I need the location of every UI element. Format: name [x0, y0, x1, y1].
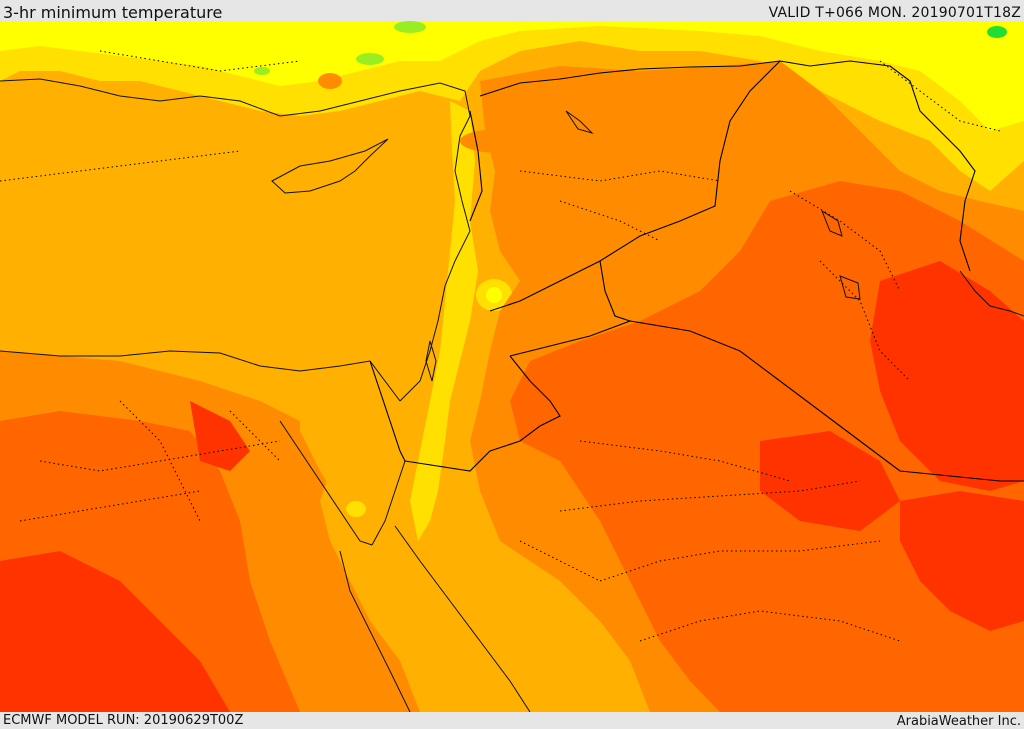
footer-bar: ECMWF MODEL RUN: 20190629T00Z ArabiaWeat… — [0, 712, 1024, 729]
turkey-syria-border — [479, 60, 781, 97]
levant-yellow-strip — [410, 101, 478, 541]
egypt-hottest-1 — [0, 551, 230, 712]
province-borders — [0, 50, 1001, 642]
hejaz-strip — [500, 541, 650, 712]
temperature-map — [0, 21, 1024, 712]
province-line-11 — [19, 490, 201, 522]
province-line-16 — [519, 540, 601, 582]
sinai-gulf-suez — [279, 420, 373, 546]
credit-label: ArabiaWeather Inc. — [896, 714, 1021, 729]
model-run-label: ECMWF MODEL RUN: 20190629T00Z — [3, 713, 244, 728]
map-title: 3-hr minimum temperature — [3, 3, 223, 22]
red-sea-west-coast — [339, 550, 411, 712]
lake-assad — [565, 110, 594, 135]
iraq-iran-border — [779, 60, 976, 272]
green-spot-2 — [356, 53, 384, 65]
cyprus-coast — [271, 138, 389, 194]
egypt-coast — [0, 350, 401, 402]
saudi-hot-strip — [760, 431, 900, 531]
sinai-region — [300, 401, 405, 541]
header-bar: 3-hr minimum temperature VALID T+066 MON… — [0, 0, 1024, 22]
coastlines — [0, 78, 1024, 712]
province-line-4 — [819, 260, 911, 382]
north-bright-yellow — [0, 21, 1024, 131]
gulf-aqaba — [371, 460, 406, 546]
med-warm-1 — [460, 129, 540, 153]
dead-sea — [425, 340, 437, 382]
lake-razazza — [839, 275, 861, 300]
egypt-israel-border — [369, 360, 406, 462]
green-spot-1 — [394, 21, 426, 33]
persian-gulf-coast — [959, 270, 1024, 317]
province-line-13 — [99, 50, 301, 72]
iraq-saudi-border — [629, 320, 1024, 482]
green-spot-4 — [254, 67, 270, 75]
turkey-coast — [0, 78, 471, 137]
province-line-8 — [639, 610, 901, 642]
syria-iraq-border — [489, 60, 781, 312]
lebanon-syria-border — [469, 110, 483, 222]
province-line-9 — [119, 400, 201, 522]
province-line-10 — [39, 440, 281, 472]
national-borders — [369, 60, 1024, 482]
iraq-hottest-core — [870, 261, 1024, 491]
red-sea-strip — [320, 471, 490, 712]
saudi-jordan-border — [404, 355, 561, 472]
sinai-cool-spot — [346, 501, 366, 517]
golan-cool-core — [486, 287, 502, 303]
lake-tharthar — [820, 209, 843, 237]
province-line-6 — [559, 480, 861, 512]
province-line-15 — [229, 410, 281, 462]
med-warm-2 — [318, 73, 342, 89]
green-spot-3 — [987, 26, 1007, 38]
valid-time-label: VALID T+066 MON. 20190701T18Z — [768, 5, 1021, 21]
province-line-7 — [599, 540, 881, 582]
province-line-3 — [789, 190, 901, 292]
province-line-1 — [519, 170, 721, 182]
province-line-2 — [559, 200, 661, 242]
gulf-hottest — [900, 491, 1024, 631]
levant-coast — [399, 135, 471, 402]
red-sea-east-coast — [394, 525, 531, 712]
